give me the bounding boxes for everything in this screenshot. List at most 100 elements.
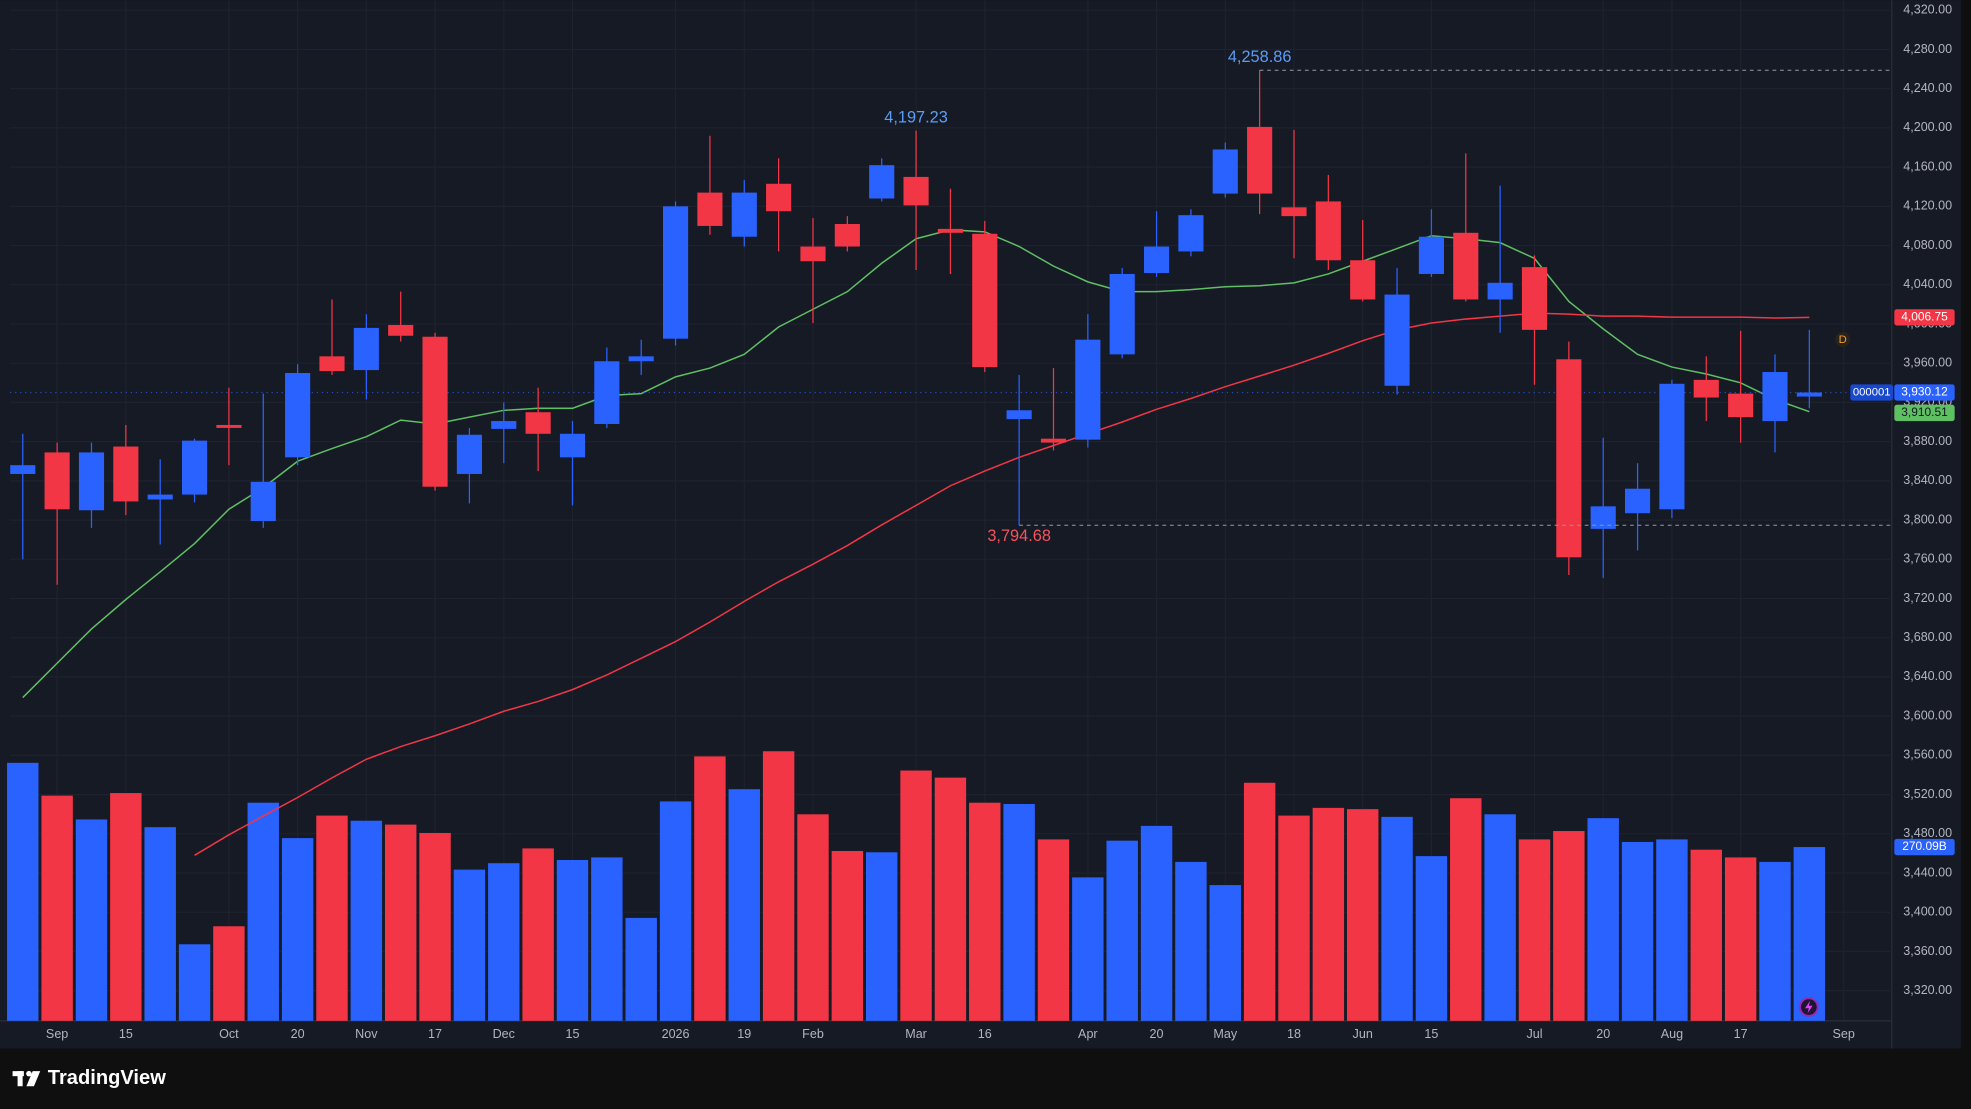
x-tick-label: Dec bbox=[493, 1027, 515, 1041]
volume-bar bbox=[1209, 885, 1241, 1021]
volume-bar bbox=[831, 850, 864, 1021]
x-tick-label: 15 bbox=[1424, 1027, 1438, 1041]
candle-body bbox=[594, 361, 620, 424]
y-tick-label: 4,280.00 bbox=[1903, 42, 1952, 56]
volume-bar bbox=[1175, 861, 1207, 1021]
y-tick-label: 3,800.00 bbox=[1903, 512, 1952, 526]
x-tick-label: Jul bbox=[1526, 1027, 1542, 1041]
x-tick-label: Feb bbox=[802, 1027, 824, 1041]
y-tick-label: 4,240.00 bbox=[1903, 81, 1952, 95]
volume-bar bbox=[1450, 798, 1482, 1021]
candle-body bbox=[1556, 359, 1582, 558]
y-tick-label: 3,680.00 bbox=[1903, 630, 1952, 644]
volume-bar bbox=[728, 789, 760, 1021]
lightning-icon bbox=[1799, 997, 1819, 1017]
x-tick-label: 16 bbox=[978, 1027, 992, 1041]
candle-body bbox=[1693, 379, 1719, 398]
candle-body bbox=[1212, 149, 1238, 194]
volume-bar bbox=[178, 944, 211, 1021]
volume-bar bbox=[1553, 831, 1585, 1021]
extreme-label: 4,197.23 bbox=[884, 108, 948, 126]
candle-body bbox=[78, 452, 105, 511]
candle-body bbox=[1418, 236, 1444, 274]
candle-body bbox=[388, 324, 414, 336]
y-tick-label: 3,520.00 bbox=[1903, 787, 1952, 801]
candle-body bbox=[1109, 273, 1135, 355]
y-tick-label: 4,320.00 bbox=[1903, 3, 1952, 17]
volume-bar bbox=[1484, 814, 1516, 1021]
candle-body bbox=[216, 424, 242, 428]
candle-body bbox=[422, 336, 448, 487]
volume-bar bbox=[1140, 825, 1173, 1021]
candle-body bbox=[731, 192, 757, 237]
volume-bar bbox=[969, 802, 1001, 1021]
x-tick-label: 2026 bbox=[662, 1027, 690, 1041]
volume-bar bbox=[1072, 877, 1104, 1021]
volume-bar bbox=[1656, 839, 1688, 1021]
candle-body bbox=[834, 223, 860, 247]
candle-body bbox=[1521, 267, 1548, 330]
volume-bar bbox=[110, 793, 142, 1021]
x-tick-label: 18 bbox=[1287, 1027, 1301, 1041]
logo-part bbox=[26, 1070, 32, 1077]
volume-bar bbox=[1003, 804, 1035, 1021]
volume-bar bbox=[247, 802, 279, 1021]
y-tick-label: 3,640.00 bbox=[1903, 669, 1952, 683]
volume-bar bbox=[75, 819, 108, 1021]
volume-bar bbox=[1312, 807, 1345, 1021]
y-tick-label: 3,480.00 bbox=[1903, 826, 1952, 840]
candle-body bbox=[1590, 506, 1616, 529]
candle-body bbox=[1040, 438, 1067, 443]
volume-bar bbox=[1037, 839, 1070, 1021]
volume-bar bbox=[797, 814, 829, 1021]
y-tick-label: 3,760.00 bbox=[1903, 552, 1952, 566]
close-tag: 3,930.12 bbox=[1901, 385, 1948, 399]
brand-logo: TradingView bbox=[12, 1067, 166, 1089]
volume-bar bbox=[213, 926, 245, 1021]
candle-body bbox=[525, 412, 551, 434]
candle-body bbox=[1350, 260, 1376, 300]
volume-bar bbox=[350, 820, 383, 1021]
volume-bar bbox=[1724, 857, 1757, 1021]
candle-body bbox=[1624, 488, 1651, 514]
candle-body bbox=[44, 452, 70, 510]
candle-body bbox=[800, 246, 826, 262]
candle-body bbox=[285, 373, 311, 458]
logo-part bbox=[26, 1071, 41, 1087]
candle-body bbox=[869, 165, 895, 199]
candle-body bbox=[1384, 294, 1410, 386]
candle-body bbox=[559, 433, 586, 458]
y-tick-label: 3,840.00 bbox=[1903, 473, 1952, 487]
icon-bolt bbox=[1805, 1000, 1813, 1014]
logo-part bbox=[17, 1071, 23, 1087]
candle-body bbox=[353, 327, 379, 371]
y-tick-label: 3,960.00 bbox=[1903, 356, 1952, 370]
volume-bar bbox=[1381, 816, 1413, 1021]
interval-marker-bg bbox=[1835, 332, 1851, 348]
volume-bar bbox=[316, 815, 348, 1021]
candle-body bbox=[1728, 393, 1754, 418]
volume-bar bbox=[522, 848, 554, 1021]
candle-body bbox=[1453, 232, 1479, 300]
y-tick-label: 3,720.00 bbox=[1903, 591, 1952, 605]
candle-body bbox=[1006, 410, 1032, 420]
candle-body bbox=[662, 206, 689, 339]
x-tick-label: Sep bbox=[1833, 1027, 1855, 1041]
candle-body bbox=[1281, 207, 1307, 217]
volume-bar bbox=[488, 863, 520, 1021]
candle-body bbox=[250, 481, 276, 522]
candle-body bbox=[181, 440, 208, 495]
volume-bar bbox=[865, 852, 898, 1021]
y-tick-label: 4,080.00 bbox=[1903, 238, 1952, 252]
x-tick-label: Sep bbox=[46, 1027, 68, 1041]
extreme-label: 4,258.86 bbox=[1228, 48, 1292, 66]
volume-bar bbox=[453, 869, 486, 1021]
volume-bar bbox=[591, 857, 623, 1021]
x-tick-label: 20 bbox=[291, 1027, 305, 1041]
candle-body bbox=[456, 434, 482, 474]
x-tick-label: 15 bbox=[565, 1027, 579, 1041]
volume-bar bbox=[1278, 815, 1310, 1021]
volume-bar bbox=[900, 770, 932, 1021]
